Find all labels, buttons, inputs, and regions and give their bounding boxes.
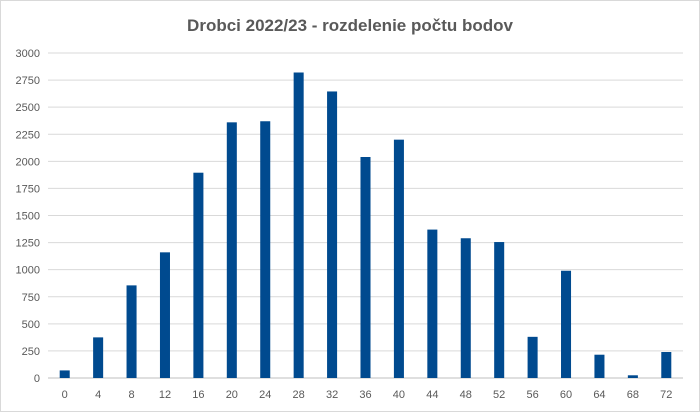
bars — [59, 72, 672, 378]
y-tick-label: 2750 — [16, 75, 40, 87]
y-tick-label: 2250 — [16, 129, 40, 141]
bar-8 — [126, 285, 137, 378]
y-tick-label: 500 — [22, 319, 40, 331]
x-tick-label: 20 — [226, 389, 238, 401]
x-tick-label: 72 — [660, 389, 672, 401]
y-tick-label: 250 — [22, 346, 40, 358]
x-tick-label: 16 — [192, 389, 204, 401]
x-axis-ticks: 0 4 8 12 16 20 24 28 32 36 40 44 48 52 56 60 64 68 72 — [62, 389, 673, 401]
bar-64 — [594, 354, 605, 378]
y-tick-label: 1250 — [16, 238, 40, 250]
x-tick-label: 56 — [526, 389, 538, 401]
x-tick-label: 28 — [293, 389, 305, 401]
bar-56 — [527, 336, 538, 378]
y-tick-label: 1750 — [16, 183, 40, 195]
bar-12 — [159, 252, 170, 378]
x-tick-label: 8 — [128, 389, 134, 401]
x-tick-label: 12 — [159, 389, 171, 401]
bar-68 — [627, 375, 638, 378]
y-tick-label: 1500 — [16, 211, 40, 223]
x-tick-label: 52 — [493, 389, 505, 401]
x-tick-label: 44 — [426, 389, 438, 401]
x-tick-label: 40 — [393, 389, 405, 401]
chart-title: Drobci 2022/23 - rozdelenie počtu bodov — [187, 16, 513, 35]
y-tick-label: 750 — [22, 292, 40, 304]
bar-32 — [327, 91, 338, 378]
bar-40 — [393, 139, 404, 378]
bar-72 — [661, 352, 672, 378]
x-tick-label: 36 — [359, 389, 371, 401]
bar-0 — [59, 370, 70, 378]
y-tick-label: 2000 — [16, 156, 40, 168]
bar-60 — [561, 270, 572, 378]
bar-4 — [93, 337, 104, 378]
bar-44 — [427, 229, 438, 378]
y-axis-ticks: 0 250 500 750 1000 1250 1500 1750 2000 2250 2500 27… — [16, 48, 40, 385]
x-tick-label: 32 — [326, 389, 338, 401]
bar-24 — [260, 121, 271, 378]
y-tick-label: 2500 — [16, 102, 40, 114]
x-tick-label: 64 — [593, 389, 605, 401]
x-tick-label: 4 — [95, 389, 101, 401]
y-tick-label: 3000 — [16, 48, 40, 60]
bar-52 — [494, 242, 505, 378]
bar-28 — [293, 72, 304, 378]
bar-20 — [226, 122, 237, 378]
bar-48 — [460, 238, 471, 378]
bar-16 — [193, 172, 204, 378]
bar-36 — [360, 157, 371, 378]
x-tick-label: 24 — [259, 389, 271, 401]
x-tick-label: 68 — [627, 389, 639, 401]
y-tick-label: 1000 — [16, 265, 40, 277]
y-tick-label: 0 — [34, 373, 40, 385]
x-tick-label: 48 — [460, 389, 472, 401]
x-tick-label: 60 — [560, 389, 572, 401]
x-tick-label: 0 — [62, 389, 68, 401]
